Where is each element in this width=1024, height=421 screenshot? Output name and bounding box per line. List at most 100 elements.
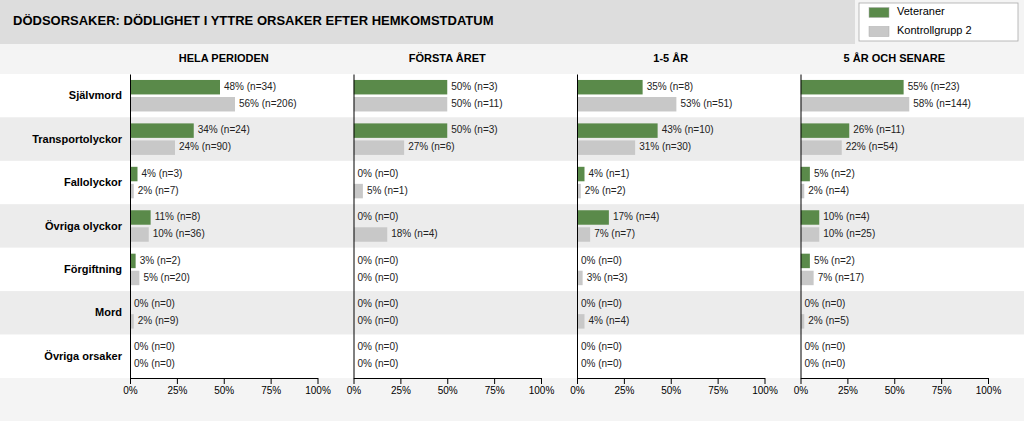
tick-mark [318,378,319,384]
bar [577,80,643,94]
data-label: 0% (n=0) [134,298,175,309]
tick: 25% [167,378,187,396]
data-label: 11% (n=8) [155,211,201,222]
data-label: 58% (n=144) [913,98,971,109]
data-label: 0% (n=0) [581,358,622,369]
tick-mark [447,378,448,384]
series [354,80,448,138]
bar [577,227,590,241]
data-label: 0% (n=0) [358,298,399,309]
data-label: 35% (n=8) [647,81,693,92]
row-background [0,335,1024,378]
data-label: 27% (n=6) [408,141,454,152]
tick-mark [988,378,989,384]
category-label: Övriga orsaker [44,350,122,362]
tick-mark [130,378,131,384]
data-label: 3% (n=3) [587,272,628,283]
tick-label: 100% [529,385,555,396]
axis-domain [130,75,131,379]
data-label: 4% (n=1) [589,168,630,179]
data-label: 0% (n=0) [581,341,622,352]
data-label: 50% (n=3) [451,81,497,92]
data-labels: 50% (n=3)50% (n=3)0% (n=0)0% (n=0)0% (n=… [358,81,503,370]
data-label: 26% (n=11) [853,124,904,135]
bar [577,210,609,224]
y-axis: SjälvmordTransportolyckorFallolyckorÖvri… [32,75,130,379]
tick-label: 75% [932,385,952,396]
data-label: 2% (n=7) [138,185,179,196]
data-label: 5% (n=1) [367,185,408,196]
row-background [0,74,1024,117]
legend-swatch [869,27,889,37]
tick: 25% [838,378,858,396]
title-background [0,0,855,44]
tick-label: 0% [570,385,585,396]
legend-swatch [869,8,889,18]
tick: 0% [123,378,138,396]
legend-item: Kontrollgrupp 2 [869,24,972,36]
data-label: 0% (n=0) [134,341,175,352]
data-label: 50% (n=11) [451,98,502,109]
data-label: 5% (n=2) [814,168,855,179]
tick-mark [177,378,178,384]
tick-mark [400,378,401,384]
bar [130,140,175,154]
tick-label: 75% [708,385,728,396]
bar [801,227,820,241]
tick-mark [941,378,942,384]
x-axis: 0%25%50%75%100% [794,378,1002,396]
tick-mark [541,378,542,384]
bars [354,80,448,242]
tick: Fallolyckor [64,176,130,188]
tick: 100% [529,378,555,396]
tick: 0% [794,378,809,396]
data-label: 5% (n=20) [143,272,189,283]
bar [801,97,910,111]
bar [577,140,635,154]
y-axis [577,75,578,379]
category-label: Fallolyckor [64,176,123,188]
data-labels: 55% (n=23)26% (n=11)5% (n=2)10% (n=4)5% … [805,81,971,370]
data-label: 50% (n=3) [451,124,497,135]
data-label: 7% (n=7) [594,228,635,239]
data-label: 0% (n=0) [358,358,399,369]
row-background [0,204,1024,247]
tick: 75% [708,378,728,396]
row-background [0,291,1024,334]
data-label: 5% (n=2) [814,255,855,266]
tick-mark [577,378,578,384]
tick-label: 50% [214,385,234,396]
data-label: 0% (n=0) [805,298,846,309]
data-label: 24% (n=90) [179,141,231,152]
background [0,0,1024,421]
panel: HELA PERIODEN48% (n=34)34% (n=24)4% (n=3… [32,52,331,396]
bar [801,271,814,285]
tick-mark [801,378,802,384]
panel-header: 5 ÅR OCH SENARE [844,52,945,64]
tick-mark [494,378,495,384]
category-label: Självmord [69,89,122,101]
panel: 1-5 ÅR35% (n=8)43% (n=10)4% (n=1)17% (n=… [570,52,778,396]
tick-mark [847,378,848,384]
bar [801,140,842,154]
axis-domain [577,75,578,379]
tick: 50% [661,378,681,396]
panel-header: FÖRSTA ÅRET [409,52,486,64]
series [354,97,448,242]
data-label: 17% (n=4) [613,211,659,222]
row-background [0,117,1024,160]
tick-label: 100% [976,385,1002,396]
tick: Övriga olyckor [45,220,130,232]
data-label: 0% (n=0) [134,358,175,369]
tick: Självmord [69,89,130,101]
data-label: 22% (n=54) [846,141,898,152]
data-label: 7% (n=17) [818,272,864,283]
tick-mark [671,378,672,384]
data-label: 2% (n=9) [138,315,179,326]
tick: 50% [214,378,234,396]
bar [577,314,585,328]
x-axis: 0%25%50%75%100% [570,378,778,396]
bar [354,80,448,94]
data-label: 0% (n=0) [581,298,622,309]
data-label: 10% (n=25) [823,228,875,239]
